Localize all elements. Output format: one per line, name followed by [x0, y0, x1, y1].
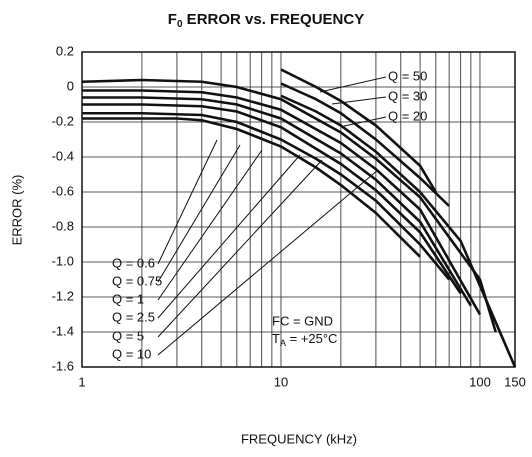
- y-tick-label: 0.2: [56, 43, 74, 58]
- annotation: TA = +25°C: [272, 331, 337, 348]
- x-tick-label: 1: [78, 374, 85, 389]
- x-tick-label: 10: [274, 374, 288, 389]
- label-leader: [157, 154, 301, 319]
- y-tick-label: -1.4: [52, 323, 74, 338]
- series-line: [82, 117, 421, 258]
- title-rest: ERROR vs. FREQUENCY: [183, 11, 365, 28]
- plot-frame: [81, 51, 516, 368]
- y-tick-label: -1.0: [52, 253, 74, 268]
- x-axis-label: FREQUENCY (kHz): [241, 431, 357, 446]
- series-label: Q = 0.6: [112, 255, 155, 270]
- label-leader: [157, 169, 379, 356]
- series-label: Q = 2.5: [112, 309, 155, 324]
- title-main: F: [168, 11, 177, 28]
- label-leader: [319, 76, 387, 93]
- label-leader: [157, 159, 323, 338]
- series-line: [82, 111, 451, 281]
- series-line: [280, 68, 437, 193]
- series-line: [82, 89, 482, 316]
- y-tick-label: 0: [67, 78, 74, 93]
- y-tick-label: -0.8: [52, 218, 74, 233]
- x-tick-label: 100: [469, 374, 491, 389]
- y-tick-label: -0.2: [52, 113, 74, 128]
- series-line: [82, 96, 472, 307]
- series-label: Q = 5: [112, 328, 144, 343]
- label-leader: [343, 116, 387, 127]
- y-tick-label: -1.2: [52, 288, 74, 303]
- annotation: FC = GND: [272, 313, 333, 328]
- chart-title: F0 ERROR vs. FREQUENCY: [168, 11, 364, 30]
- series-label: Q = 30: [388, 88, 427, 103]
- y-tick-label: -1.6: [52, 358, 74, 373]
- y-tick-label: -0.4: [52, 148, 74, 163]
- y-axis-label: ERROR (%): [9, 175, 24, 246]
- label-leader: [157, 149, 263, 301]
- series-line: [280, 94, 517, 368]
- annotation-t: T: [272, 331, 280, 346]
- series-label: Q = 50: [388, 68, 427, 83]
- y-tick-label: -0.6: [52, 183, 74, 198]
- series-label: Q = 20: [388, 108, 427, 123]
- annotation-rest: = +25°C: [286, 331, 337, 346]
- series-label: Q = 1: [112, 291, 144, 306]
- label-leader: [157, 144, 241, 283]
- title-sub: 0: [177, 19, 183, 30]
- label-leader: [331, 96, 387, 105]
- series-line: [82, 103, 462, 295]
- series-line: [81, 78, 497, 333]
- series-label: Q = 0.75: [112, 273, 162, 288]
- x-tick-label: 150: [504, 374, 526, 389]
- annotation-sub: A: [280, 338, 286, 348]
- series-line: [280, 82, 451, 207]
- series-label: Q = 10: [112, 346, 151, 361]
- label-leader: [157, 139, 218, 265]
